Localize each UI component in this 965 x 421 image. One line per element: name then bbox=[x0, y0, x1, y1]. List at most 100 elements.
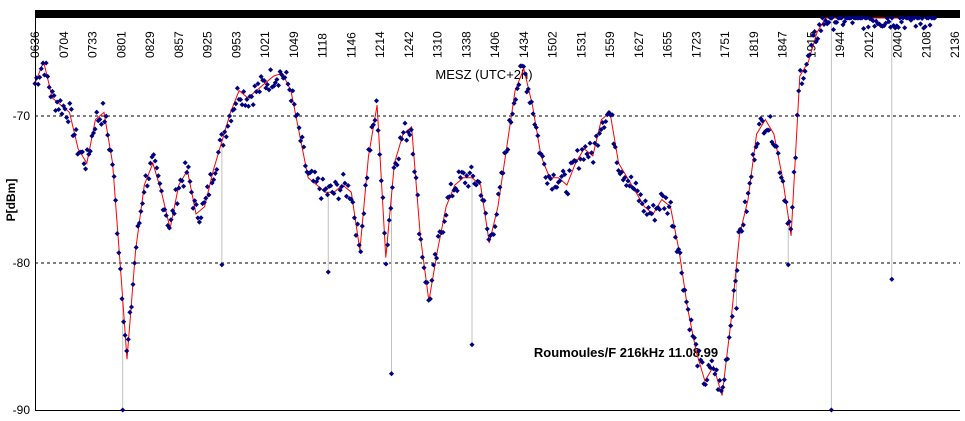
x-tick-label: 1819 bbox=[747, 31, 761, 58]
data-point bbox=[734, 267, 740, 274]
data-point bbox=[535, 133, 541, 139]
data-point bbox=[633, 180, 639, 186]
data-point bbox=[650, 202, 656, 208]
data-point bbox=[457, 174, 463, 181]
data-point bbox=[364, 175, 370, 181]
data-point bbox=[747, 180, 753, 186]
data-point bbox=[87, 148, 93, 154]
data-point bbox=[462, 180, 468, 186]
data-point bbox=[386, 217, 392, 223]
chart-subtitle: MESZ (UTC+2h) bbox=[435, 67, 532, 82]
data-point bbox=[434, 255, 440, 261]
x-tick-label: 1310 bbox=[431, 31, 445, 58]
data-point bbox=[203, 195, 209, 201]
data-point bbox=[187, 178, 193, 185]
data-point bbox=[565, 191, 571, 197]
x-tick-label: 1049 bbox=[287, 31, 301, 58]
data-point bbox=[396, 156, 402, 162]
data-point bbox=[144, 183, 150, 189]
data-point bbox=[92, 126, 98, 132]
data-point bbox=[336, 196, 342, 202]
data-point bbox=[361, 211, 367, 217]
data-point bbox=[192, 198, 198, 204]
data-point bbox=[147, 160, 153, 166]
data-point bbox=[391, 165, 397, 171]
data-point bbox=[385, 242, 391, 248]
data-point bbox=[71, 132, 78, 138]
data-point bbox=[799, 81, 805, 87]
data-point bbox=[196, 219, 202, 225]
data-point bbox=[46, 84, 52, 90]
data-point bbox=[339, 183, 345, 190]
data-point bbox=[626, 183, 633, 189]
data-point bbox=[381, 230, 388, 236]
x-tick-label: 1531 bbox=[574, 31, 588, 58]
data-point bbox=[343, 193, 350, 199]
data-point bbox=[323, 186, 329, 192]
data-point bbox=[312, 169, 318, 175]
data-point bbox=[668, 199, 674, 205]
data-point bbox=[917, 21, 924, 27]
data-point bbox=[641, 208, 647, 214]
x-tick-label: 1847 bbox=[776, 31, 790, 58]
data-point bbox=[576, 165, 582, 172]
x-tick-label: 2108 bbox=[919, 31, 933, 58]
data-point bbox=[219, 262, 225, 268]
data-point bbox=[413, 175, 419, 181]
data-point bbox=[179, 178, 185, 184]
x-tick-label: 1021 bbox=[258, 31, 272, 58]
data-point bbox=[362, 182, 369, 188]
data-point bbox=[331, 190, 337, 197]
data-point bbox=[495, 191, 501, 197]
y-tick-label: -80 bbox=[13, 256, 31, 270]
data-point bbox=[448, 181, 454, 187]
data-point bbox=[188, 189, 195, 195]
data-point bbox=[788, 226, 794, 232]
data-point bbox=[317, 186, 323, 192]
x-tick-label: 1655 bbox=[661, 31, 675, 58]
data-point bbox=[154, 165, 160, 171]
data-point bbox=[679, 270, 685, 276]
data-point bbox=[62, 106, 68, 112]
data-point bbox=[661, 206, 667, 212]
data-point bbox=[146, 176, 152, 182]
data-point bbox=[211, 177, 217, 183]
data-point bbox=[162, 207, 168, 213]
data-point bbox=[694, 363, 701, 369]
y-tick-label: -70 bbox=[13, 109, 31, 123]
data-point bbox=[687, 327, 693, 333]
data-point bbox=[672, 234, 678, 240]
data-point bbox=[478, 193, 484, 199]
data-point bbox=[320, 176, 326, 182]
data-point bbox=[298, 138, 304, 144]
data-point bbox=[404, 137, 410, 143]
data-point bbox=[67, 100, 73, 106]
x-tick-label: 0829 bbox=[143, 31, 157, 58]
data-point bbox=[100, 100, 106, 106]
data-point bbox=[402, 120, 408, 126]
data-point bbox=[98, 121, 104, 127]
x-tick-label: 0953 bbox=[229, 31, 243, 58]
data-point bbox=[614, 160, 620, 166]
data-point bbox=[731, 287, 737, 294]
data-point bbox=[483, 210, 489, 216]
x-tick-label: 2012 bbox=[862, 31, 876, 58]
y-axis-label: P[dBm] bbox=[4, 179, 18, 222]
data-point bbox=[340, 171, 346, 177]
data-point bbox=[465, 183, 471, 189]
data-point bbox=[318, 196, 324, 202]
data-point bbox=[416, 231, 422, 237]
x-tick-label: 1559 bbox=[603, 31, 617, 58]
data-point bbox=[685, 306, 691, 312]
data-point bbox=[166, 225, 172, 231]
data-point bbox=[590, 159, 596, 165]
data-point bbox=[682, 287, 688, 293]
data-point bbox=[181, 183, 187, 189]
data-point bbox=[325, 269, 331, 275]
data-point bbox=[388, 205, 394, 211]
data-point bbox=[198, 215, 204, 221]
data-point bbox=[418, 236, 424, 242]
x-tick-label: 0857 bbox=[172, 31, 186, 58]
data-point bbox=[468, 164, 474, 170]
data-point bbox=[688, 317, 694, 323]
